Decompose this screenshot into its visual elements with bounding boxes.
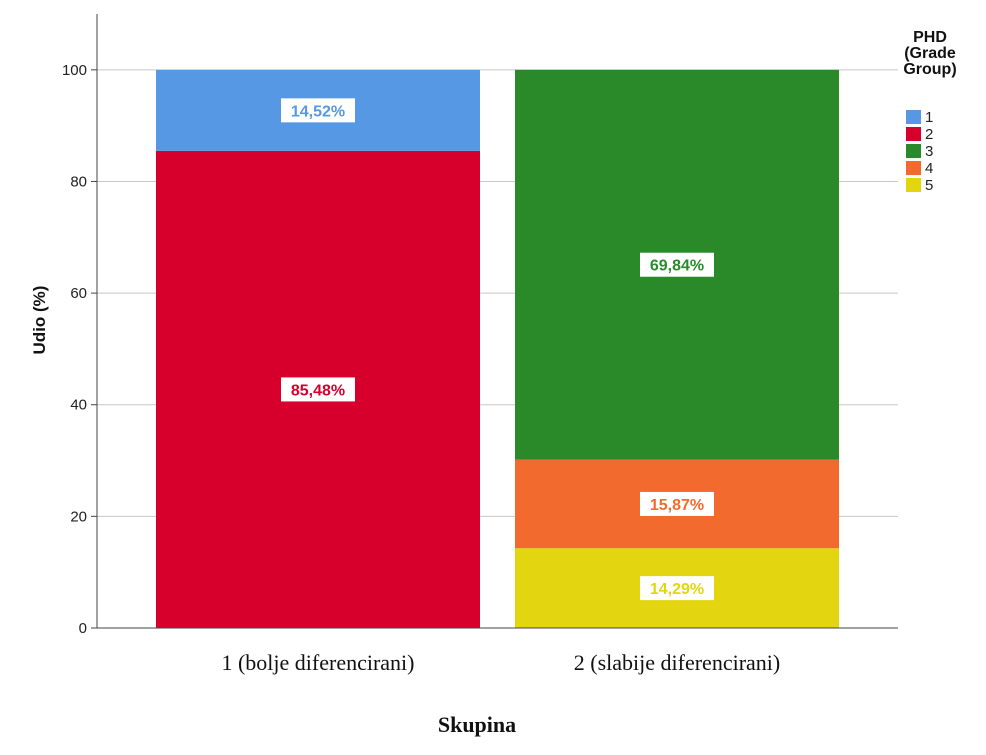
data-label-box (640, 576, 714, 601)
data-label-box (640, 252, 714, 277)
y-axis-title: Udio (%) (30, 286, 49, 355)
data-label: 69,84% (650, 258, 704, 275)
legend-swatch (906, 110, 921, 124)
data-label: 85,48% (291, 382, 345, 399)
legend-swatch (906, 144, 921, 158)
legend-swatch (906, 127, 921, 141)
legend-title: Group) (903, 61, 956, 78)
legend-label: 3 (925, 143, 933, 160)
y-tick-label: 80 (70, 173, 87, 190)
legend-label: 4 (925, 160, 933, 177)
legend-label: 5 (925, 177, 933, 194)
legend-title: (Grade (904, 45, 956, 62)
y-tick-label: 40 (70, 397, 87, 414)
data-label: 14,29% (650, 581, 704, 598)
data-label-box (640, 491, 714, 516)
data-labels: 85,48% 14,52% 14,29% 15,87% 69,84% (281, 98, 714, 601)
legend-swatch (906, 178, 921, 192)
legend-label: 1 (925, 109, 933, 126)
data-label: 15,87% (650, 497, 704, 514)
axes: 0 20 40 60 80 100 1 (bolje diferencirani) 2 (sl… (62, 14, 898, 675)
data-label-box (281, 377, 355, 402)
x-axis-title: Skupina (438, 712, 516, 737)
legend-label: 2 (925, 126, 933, 143)
data-label: 14,52% (291, 103, 345, 120)
x-tick-label: 2 (slabije diferencirani) (574, 650, 780, 675)
y-tick-label: 0 (79, 620, 87, 637)
y-tick-label: 20 (70, 508, 87, 525)
bars (156, 69, 839, 628)
legend-swatch (906, 161, 921, 175)
y-tick-label: 100 (62, 62, 87, 79)
x-tick-label: 1 (bolje diferencirani) (221, 650, 414, 675)
data-label-box (281, 98, 355, 123)
legend-title: PHD (913, 29, 947, 46)
y-tick-label: 60 (70, 285, 87, 302)
